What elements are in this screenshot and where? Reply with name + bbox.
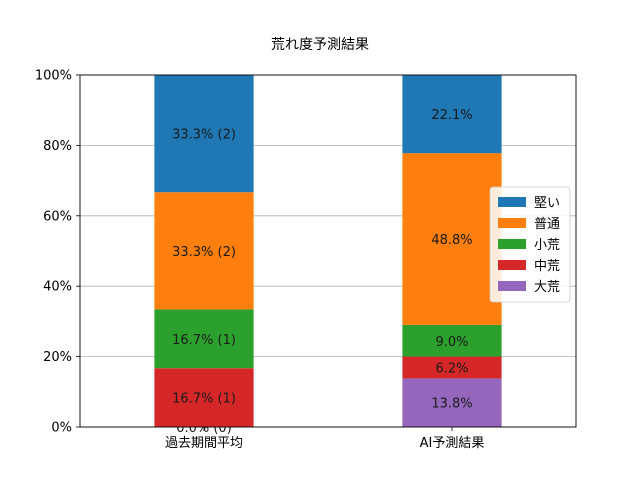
bar-segment [402,324,502,357]
legend-label: 中荒 [534,259,560,274]
plot-frame [79,74,577,428]
bar-segment [154,192,254,310]
data-label: 9.0% [435,335,468,350]
data-label: 16.7% (1) [172,392,236,407]
legend-swatch [498,218,526,228]
chart-title: 荒れ度予測結果 [271,37,369,53]
y-tick-label: 60% [43,209,72,224]
legend-label: 大荒 [534,280,560,295]
bar-segment [402,153,502,325]
y-tick-label: 80% [43,139,72,154]
data-label: 6.2% [435,362,468,377]
data-label: 33.3% (2) [172,128,236,143]
y-tick-label: 100% [35,69,72,84]
legend-label: 普通 [534,217,560,232]
bar-segment [154,368,254,427]
bar-segment [402,378,502,427]
legend-swatch [498,260,526,270]
bar-segment [154,309,254,369]
legend-swatch [498,281,526,291]
axes: 0% 20% 40% 60% 80% 100% 過去期間平均 AI予測結果 [35,69,577,451]
x-tick-label: AI予測結果 [420,436,485,451]
y-tick-label: 0% [51,421,72,436]
x-tick-label: 過去期間平均 [165,436,243,451]
data-label: 22.1% [431,108,472,123]
legend-label: 堅い [534,196,560,211]
data-label: 33.3% (2) [172,245,236,260]
data-label: 16.7% (1) [172,333,236,348]
bar-segment [402,356,502,379]
legend-box [489,186,571,303]
data-label: 48.8% [431,233,472,248]
legend-swatch [498,239,526,249]
legend-label: 小荒 [534,238,560,253]
bar-segment [154,75,254,193]
y-tick-label: 20% [43,350,72,365]
bars: 0.0% (0)16.7% (1)16.7% (1)33.3% (2)33.3%… [154,75,502,436]
legend-swatch [498,197,526,207]
y-tick-label: 40% [43,280,72,295]
bar-segment [402,75,502,154]
data-label: 13.8% [431,397,472,412]
